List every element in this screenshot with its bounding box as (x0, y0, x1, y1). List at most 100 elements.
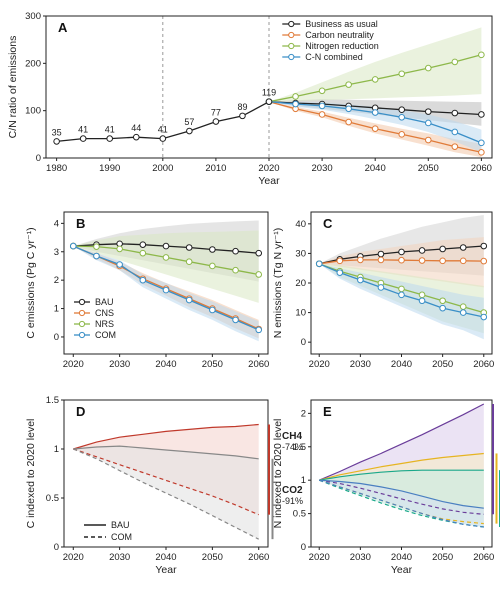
data-point (318, 111, 326, 118)
bau-line (319, 469, 484, 481)
data-point (478, 51, 485, 59)
data-point (209, 246, 216, 253)
x-tick-label: 2030 (350, 359, 371, 370)
y-tick-label: 1 (54, 444, 59, 455)
x-tick-label: 2040 (365, 163, 386, 174)
historical-point (106, 135, 114, 142)
data-point (345, 105, 352, 113)
legend-marker (78, 298, 86, 306)
data-point (418, 257, 426, 264)
x-tick-label: 2020 (309, 552, 330, 563)
data-point (478, 139, 485, 147)
x-tick-label: 2030 (312, 163, 333, 174)
panel-label: C (323, 216, 333, 231)
data-point (371, 76, 379, 83)
data-point (162, 286, 170, 294)
data-point (292, 93, 299, 100)
x-tick-label: 2030 (350, 552, 371, 563)
data-point (232, 266, 239, 274)
data-point (418, 297, 426, 305)
data-label: 77 (211, 108, 221, 118)
data-point (418, 247, 426, 254)
data-label: 41 (105, 125, 115, 135)
y-tick-label: 0.5 (46, 493, 59, 504)
legend-label: Business as usual (305, 19, 378, 29)
data-label: 119 (262, 88, 276, 98)
panel-e: 2020 2030 2040 2050 2060 0 0.5 1 1.5 2 Year N index… (272, 399, 500, 576)
data-point (336, 269, 344, 276)
data-point (459, 257, 467, 265)
data-point (480, 242, 488, 250)
legend-label: BAU (95, 297, 114, 307)
gas-label: CH4 (282, 431, 302, 442)
y-tick-label: 200 (25, 58, 41, 69)
bau-line (319, 479, 484, 509)
data-point (439, 304, 446, 312)
legend-marker (288, 20, 295, 28)
panel-d: 2020 2030 2040 2050 2060 0 0.5 1 1.5 Year C indexe… (25, 395, 303, 576)
uncertainty-band (73, 246, 259, 342)
x-tick-label: 2050 (202, 359, 223, 370)
data-point (377, 284, 385, 291)
data-point (232, 247, 239, 255)
legend-label: BAU (111, 520, 130, 530)
legend-marker (288, 53, 295, 61)
data-point (139, 249, 147, 257)
bau-line (318, 403, 485, 481)
x-tick-label: 2020 (63, 359, 84, 370)
data-point (371, 125, 379, 132)
data-point (418, 291, 426, 299)
x-tick-label: 2030 (109, 552, 130, 563)
x-tick-label: 2000 (152, 163, 173, 174)
data-point (318, 87, 326, 95)
gas-change-label: -74% (282, 442, 303, 452)
legend-label: CNS (95, 308, 114, 318)
y-tick-label: 1 (301, 475, 306, 486)
x-tick-label: 2060 (248, 552, 269, 563)
data-point (451, 143, 459, 150)
uncertainty-band (269, 27, 482, 102)
y-tick-label: 2 (301, 408, 306, 419)
data-point (318, 102, 326, 110)
y-axis-label: C/N ratio of emissions (7, 36, 19, 139)
data-point (93, 243, 100, 250)
data-point (451, 109, 459, 117)
y-tick-label: 0 (301, 542, 306, 553)
y-tick-label: 1.5 (293, 442, 306, 453)
x-tick-label: 2060 (248, 359, 269, 370)
y-tick-label: 0.5 (293, 509, 306, 520)
data-point (439, 257, 446, 265)
x-tick-label: 2020 (309, 359, 330, 370)
data-point (478, 111, 485, 118)
com-line (319, 479, 484, 528)
gas-change-label: -91% (282, 496, 303, 506)
data-point (185, 258, 193, 266)
data-point (377, 250, 385, 258)
data-point (255, 326, 263, 334)
x-tick-label: 2050 (432, 552, 453, 563)
x-tick-label: 2060 (471, 163, 492, 174)
data-point (255, 249, 263, 257)
data-label: 35 (52, 127, 62, 137)
y-tick-label: 1 (54, 304, 59, 315)
legend-marker (288, 42, 295, 50)
x-tick-label: 2030 (109, 359, 130, 370)
legend-label: COM (95, 330, 116, 340)
data-point (209, 262, 216, 270)
data-label: 89 (237, 102, 247, 112)
historical-point (212, 118, 220, 125)
x-axis-label: Year (391, 564, 413, 576)
data-point (232, 316, 239, 324)
y-tick-label: 40 (295, 219, 306, 230)
panel-label: A (58, 20, 68, 35)
data-point (345, 118, 352, 126)
legend-label: NRS (95, 319, 114, 329)
legend-marker (288, 31, 295, 39)
com-line (73, 448, 259, 540)
data-point (162, 242, 170, 250)
x-tick-label: 2050 (418, 163, 439, 174)
legend-marker (78, 320, 86, 328)
x-tick-label: 2050 (432, 359, 453, 370)
